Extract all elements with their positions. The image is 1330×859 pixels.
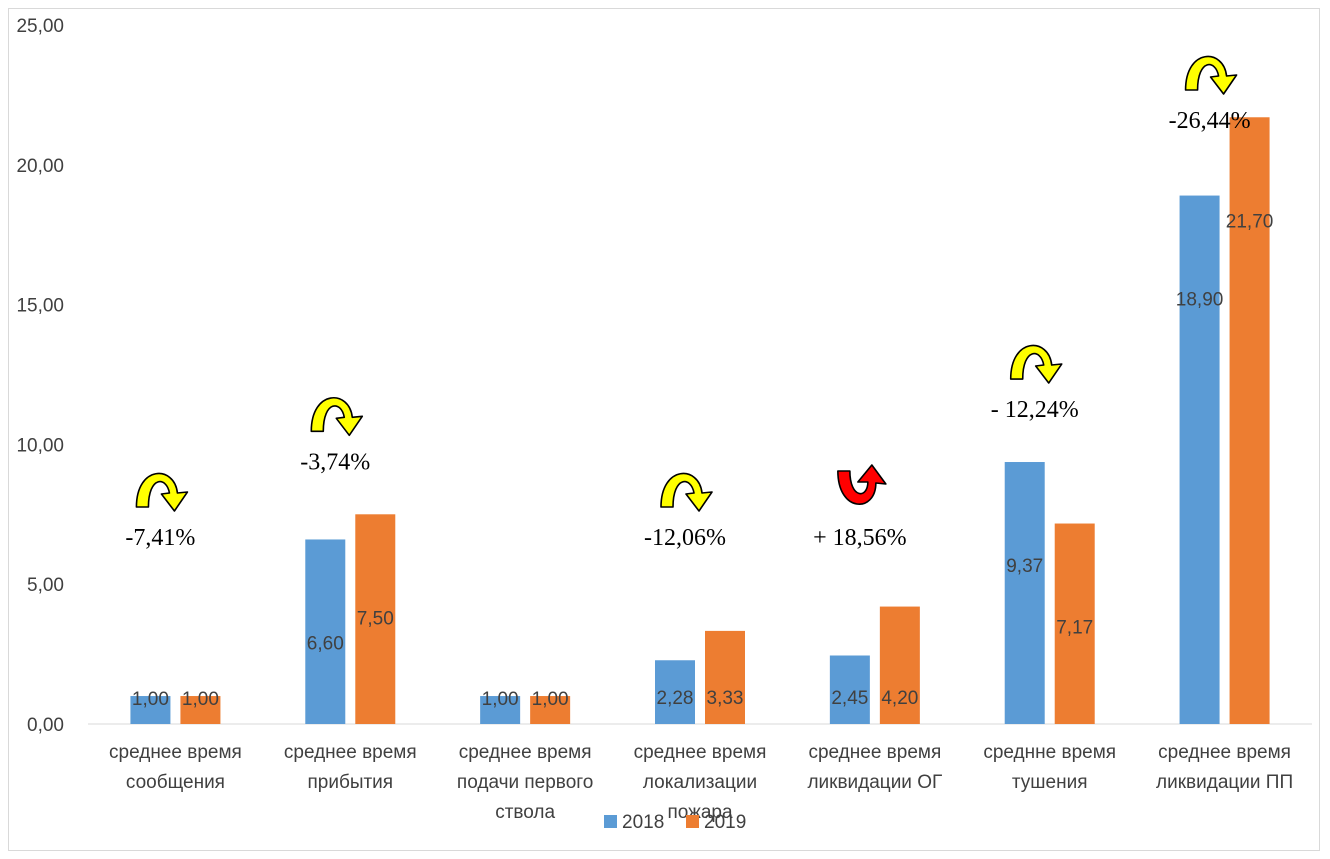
bar-2018: [1179, 195, 1220, 724]
bar-2018: [130, 696, 171, 724]
legend-label-2019: 2019: [704, 812, 746, 833]
data-label-2018: 18,90: [1176, 290, 1224, 311]
category-label: прибытия: [307, 772, 393, 793]
category-label: среднее время: [109, 742, 242, 763]
change-percent: - 12,24%: [991, 397, 1079, 423]
category-label: ликвидации ОГ: [807, 772, 942, 793]
category-label: ликвидации ПП: [1156, 772, 1293, 793]
data-label-2019: 4,20: [881, 688, 918, 709]
y-tick-label: 0,00: [27, 715, 64, 736]
bar-2018: [1004, 462, 1045, 724]
data-label-2018: 9,37: [1006, 556, 1043, 577]
data-label-2019: 21,70: [1226, 211, 1274, 232]
bar-2019: [1054, 523, 1095, 724]
y-tick-label: 25,00: [16, 16, 64, 37]
category-label: среднее время: [459, 742, 592, 763]
legend-swatch-2019: [686, 815, 699, 828]
bar-2018: [480, 696, 521, 724]
bar-2018: [829, 655, 870, 724]
legend-swatch-2018: [604, 815, 617, 828]
arrow-down-shape: [1009, 344, 1063, 384]
change-percent: -26,44%: [1169, 108, 1251, 134]
data-label-2019: 3,33: [707, 688, 744, 709]
data-label-2018: 1,00: [482, 689, 519, 710]
arrow-down-icon: [1184, 55, 1238, 95]
category-label: сообщения: [126, 772, 225, 793]
change-percent: -12,06%: [644, 525, 726, 551]
bar-2019: [1229, 117, 1270, 724]
arrow-down-icon: [135, 472, 189, 512]
data-label-2018: 6,60: [307, 633, 344, 654]
change-percent: -7,41%: [125, 525, 195, 551]
category-label: среднне время: [983, 742, 1116, 763]
arrow-down-shape: [135, 472, 189, 512]
bar-2019: [530, 696, 571, 724]
arrow-down-icon: [660, 472, 713, 512]
arrow-up-icon: [837, 464, 887, 505]
data-label-2019: 1,00: [532, 689, 569, 710]
y-tick-label: 10,00: [16, 435, 64, 456]
category-label: среднее время: [284, 742, 417, 763]
legend-label-2018: 2018: [622, 812, 664, 833]
change-percent: + 18,56%: [813, 525, 907, 551]
category-label: подачи первого: [457, 772, 593, 793]
chart-frame: [8, 8, 1320, 851]
data-label-2018: 1,00: [132, 689, 169, 710]
bar-2019: [355, 514, 396, 724]
arrow-down-icon: [310, 396, 364, 437]
arrow-up-shape: [837, 464, 887, 505]
arrow-down-shape: [660, 472, 713, 512]
category-label: пожара: [667, 802, 732, 823]
category-label: среднее время: [634, 742, 767, 763]
data-label-2019: 7,17: [1056, 618, 1093, 639]
category-label: тушения: [1012, 772, 1088, 793]
bar-2019: [705, 630, 745, 724]
y-tick-label: 20,00: [16, 156, 64, 177]
category-label: среднее время: [1158, 742, 1291, 763]
category-label: ствола: [495, 802, 555, 823]
arrow-down-shape: [310, 396, 364, 437]
bar-2018: [655, 660, 695, 724]
category-label: среднее время: [808, 742, 941, 763]
data-label-2019: 7,50: [357, 608, 394, 629]
arrow-down-icon: [1009, 344, 1063, 384]
bar-2019: [879, 606, 920, 724]
data-label-2019: 1,00: [182, 689, 219, 710]
y-tick-label: 5,00: [27, 575, 64, 596]
data-label-2018: 2,45: [831, 688, 868, 709]
bar-2018: [305, 539, 346, 724]
arrow-down-shape: [1184, 55, 1238, 95]
data-label-2018: 2,28: [657, 688, 694, 709]
change-percent: -3,74%: [300, 449, 370, 475]
category-label: локализации: [643, 772, 757, 793]
y-tick-label: 15,00: [16, 296, 64, 317]
bar-2019: [180, 696, 221, 724]
